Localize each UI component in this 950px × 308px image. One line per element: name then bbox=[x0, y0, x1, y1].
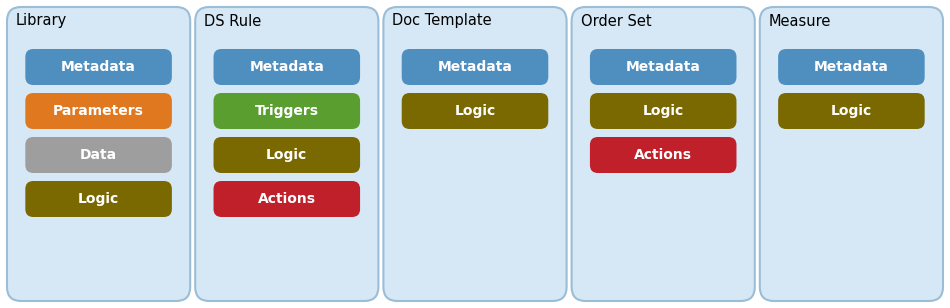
FancyBboxPatch shape bbox=[402, 93, 548, 129]
Text: Logic: Logic bbox=[830, 104, 872, 118]
FancyBboxPatch shape bbox=[26, 93, 172, 129]
Text: Parameters: Parameters bbox=[53, 104, 144, 118]
FancyBboxPatch shape bbox=[214, 93, 360, 129]
FancyBboxPatch shape bbox=[590, 93, 736, 129]
FancyBboxPatch shape bbox=[26, 137, 172, 173]
Text: Library: Library bbox=[16, 14, 67, 29]
FancyBboxPatch shape bbox=[214, 181, 360, 217]
FancyBboxPatch shape bbox=[590, 137, 736, 173]
FancyBboxPatch shape bbox=[402, 49, 548, 85]
Text: DS Rule: DS Rule bbox=[204, 14, 261, 29]
Text: Metadata: Metadata bbox=[61, 60, 136, 74]
FancyBboxPatch shape bbox=[590, 49, 736, 85]
Text: Logic: Logic bbox=[642, 104, 684, 118]
FancyBboxPatch shape bbox=[7, 7, 190, 301]
Text: Logic: Logic bbox=[266, 148, 308, 162]
FancyBboxPatch shape bbox=[214, 49, 360, 85]
FancyBboxPatch shape bbox=[214, 137, 360, 173]
Text: Logic: Logic bbox=[454, 104, 496, 118]
Text: Metadata: Metadata bbox=[814, 60, 889, 74]
FancyBboxPatch shape bbox=[778, 49, 924, 85]
Text: Actions: Actions bbox=[635, 148, 693, 162]
FancyBboxPatch shape bbox=[572, 7, 755, 301]
Text: Actions: Actions bbox=[257, 192, 315, 206]
FancyBboxPatch shape bbox=[26, 181, 172, 217]
Text: Metadata: Metadata bbox=[249, 60, 324, 74]
Text: Triggers: Triggers bbox=[255, 104, 319, 118]
Text: Measure: Measure bbox=[769, 14, 831, 29]
FancyBboxPatch shape bbox=[384, 7, 566, 301]
Text: Data: Data bbox=[80, 148, 117, 162]
FancyBboxPatch shape bbox=[778, 93, 924, 129]
FancyBboxPatch shape bbox=[760, 7, 943, 301]
FancyBboxPatch shape bbox=[195, 7, 378, 301]
Text: Order Set: Order Set bbox=[580, 14, 651, 29]
Text: Doc Template: Doc Template bbox=[392, 14, 492, 29]
Text: Logic: Logic bbox=[78, 192, 120, 206]
Text: Metadata: Metadata bbox=[626, 60, 701, 74]
Text: Metadata: Metadata bbox=[438, 60, 512, 74]
FancyBboxPatch shape bbox=[26, 49, 172, 85]
